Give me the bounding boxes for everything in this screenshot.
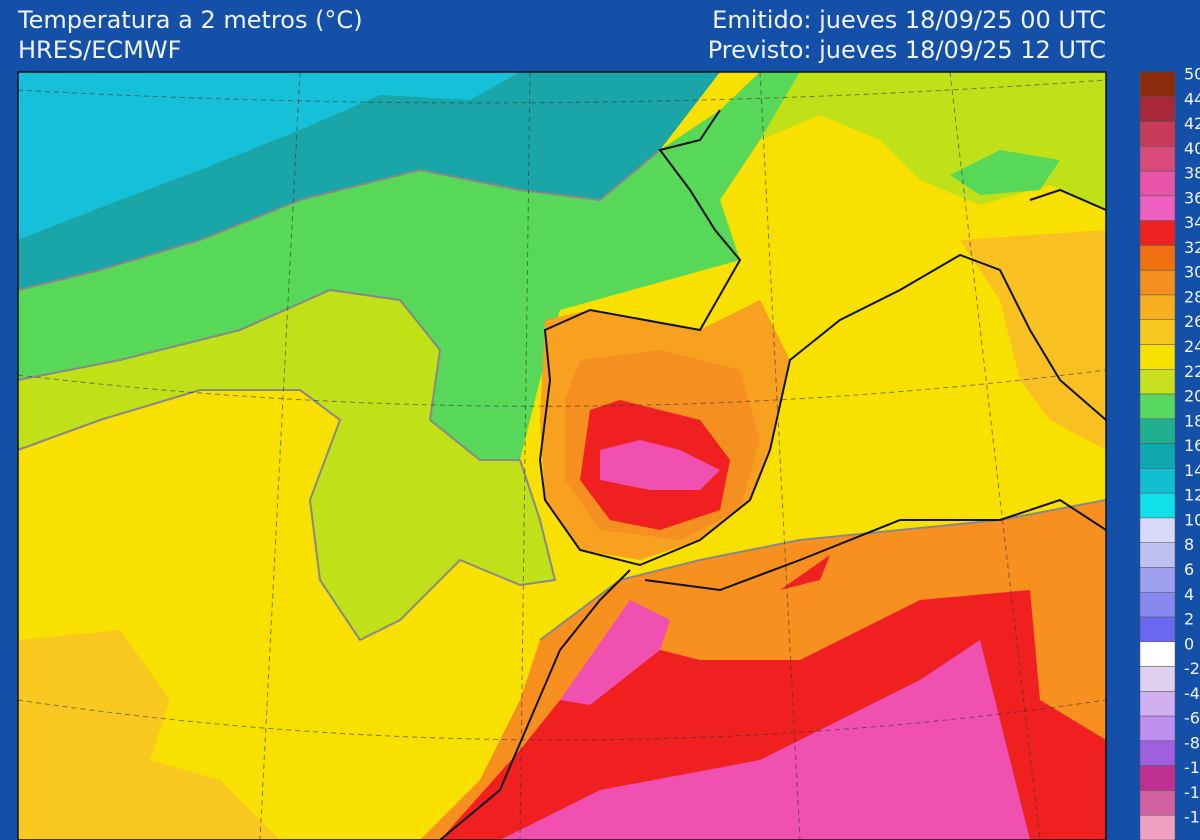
graticule xyxy=(18,699,1106,741)
legend-swatch xyxy=(1139,641,1176,667)
legend-label: -10 xyxy=(1184,758,1200,777)
legend-label: 22 xyxy=(1184,362,1200,381)
legend-label: 4 xyxy=(1184,585,1194,604)
legend-label: -4 xyxy=(1184,684,1200,703)
field-green xyxy=(18,72,800,470)
map-title: Temperatura a 2 metros (°C) xyxy=(17,6,363,34)
field-orange-e xyxy=(960,230,1106,450)
legend-swatch xyxy=(1139,740,1176,766)
isotherm xyxy=(18,288,520,461)
legend-swatch xyxy=(1139,393,1176,420)
legend-label: 40 xyxy=(1184,139,1200,158)
legend-label: 24 xyxy=(1184,337,1200,356)
legend-label: 0 xyxy=(1184,634,1194,653)
field-pink-africa xyxy=(500,640,1030,840)
coastline xyxy=(644,498,1106,592)
legend-label: 8 xyxy=(1184,535,1194,554)
legend-label: 20 xyxy=(1184,387,1200,406)
legend-swatch xyxy=(1139,492,1176,519)
legend-label: 36 xyxy=(1184,188,1200,207)
graticule xyxy=(759,72,801,840)
legend-label: 14 xyxy=(1184,461,1200,480)
legend-label: 42 xyxy=(1184,114,1200,133)
field-green-ne xyxy=(950,150,1060,195)
legend-swatch xyxy=(1139,790,1176,816)
legend-swatch xyxy=(1139,96,1176,122)
legend-swatch xyxy=(1139,195,1176,221)
issued-time: Emitido: jueves 18/09/25 00 UTC xyxy=(712,6,1106,34)
legend-swatch xyxy=(1139,691,1176,717)
legend-swatch xyxy=(1139,567,1176,593)
field-pink-coast xyxy=(560,600,670,705)
legend-swatch xyxy=(1139,765,1176,791)
coastline xyxy=(538,109,1106,567)
legend-label: 28 xyxy=(1184,287,1200,306)
graticule xyxy=(18,79,1106,104)
legend-label: 30 xyxy=(1184,263,1200,282)
legend-label: 38 xyxy=(1184,164,1200,183)
coastline xyxy=(439,569,631,840)
legend-swatch xyxy=(1139,146,1176,172)
legend-swatch xyxy=(1139,245,1176,271)
legend-label: -8 xyxy=(1184,733,1200,752)
legend-label: 6 xyxy=(1184,560,1194,579)
isotherm xyxy=(539,499,1106,641)
graticule xyxy=(18,369,1106,407)
legend-label: -6 xyxy=(1184,709,1200,728)
field-orange-sw xyxy=(18,630,280,840)
legend-swatch xyxy=(1139,715,1176,742)
legend-swatch xyxy=(1139,344,1176,370)
legend-label: 16 xyxy=(1184,436,1200,455)
field-red-spot xyxy=(780,555,830,590)
legend-swatch xyxy=(1139,369,1176,395)
legend-label: 44 xyxy=(1184,89,1200,108)
legend-swatch xyxy=(1139,592,1176,618)
graticule xyxy=(519,72,531,840)
legend-label: -12 xyxy=(1184,783,1200,802)
legend-swatch xyxy=(1139,294,1176,320)
legend-swatch xyxy=(1139,269,1176,296)
field-pink-iberia xyxy=(600,440,720,490)
field-lime xyxy=(18,290,555,640)
legend-label: -2 xyxy=(1184,659,1200,678)
legend-swatch xyxy=(1139,71,1176,98)
legend-swatch xyxy=(1139,814,1176,840)
legend-swatch xyxy=(1139,418,1176,444)
field-cyan xyxy=(18,72,520,240)
legend-swatch xyxy=(1139,666,1176,692)
legend-swatch xyxy=(1139,616,1176,643)
legend-label: 2 xyxy=(1184,610,1194,629)
map-frame xyxy=(17,71,1107,840)
legend-swatch xyxy=(1139,121,1176,147)
coastline xyxy=(1029,188,1106,211)
forecast-time: Previsto: jueves 18/09/25 12 UTC xyxy=(708,36,1106,64)
isotherm xyxy=(18,389,557,642)
graticule xyxy=(949,72,1041,840)
legend-label: 26 xyxy=(1184,312,1200,331)
legend-label: 50 xyxy=(1184,65,1200,84)
legend-label: 32 xyxy=(1184,238,1200,257)
legend-swatch xyxy=(1139,220,1176,246)
legend-swatch xyxy=(1139,170,1176,197)
legend-swatch xyxy=(1139,443,1176,469)
model-name: HRES/ECMWF xyxy=(18,36,181,64)
legend-label: 34 xyxy=(1184,213,1200,232)
graticule xyxy=(259,72,301,840)
legend-swatch xyxy=(1139,542,1176,568)
temperature-field xyxy=(18,72,1106,840)
legend-swatch xyxy=(1139,517,1176,543)
legend-label: -14 xyxy=(1184,808,1200,827)
isotherm xyxy=(18,149,661,291)
legend-swatch xyxy=(1139,319,1176,345)
legend-label: 18 xyxy=(1184,411,1200,430)
legend-label: 12 xyxy=(1184,486,1200,505)
legend-swatch xyxy=(1139,468,1176,494)
legend-label: 10 xyxy=(1184,510,1200,529)
